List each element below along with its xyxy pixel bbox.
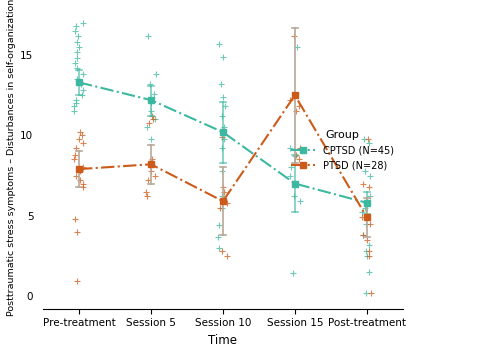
Y-axis label: Posttraumatic stress symptoms – Disturbances in self-organization: Posttraumatic stress symptoms – Disturba… <box>7 0 16 316</box>
X-axis label: Time: Time <box>208 334 238 347</box>
Legend: CPTSD (N=45), PTSD (N=28): CPTSD (N=45), PTSD (N=28) <box>287 126 398 174</box>
